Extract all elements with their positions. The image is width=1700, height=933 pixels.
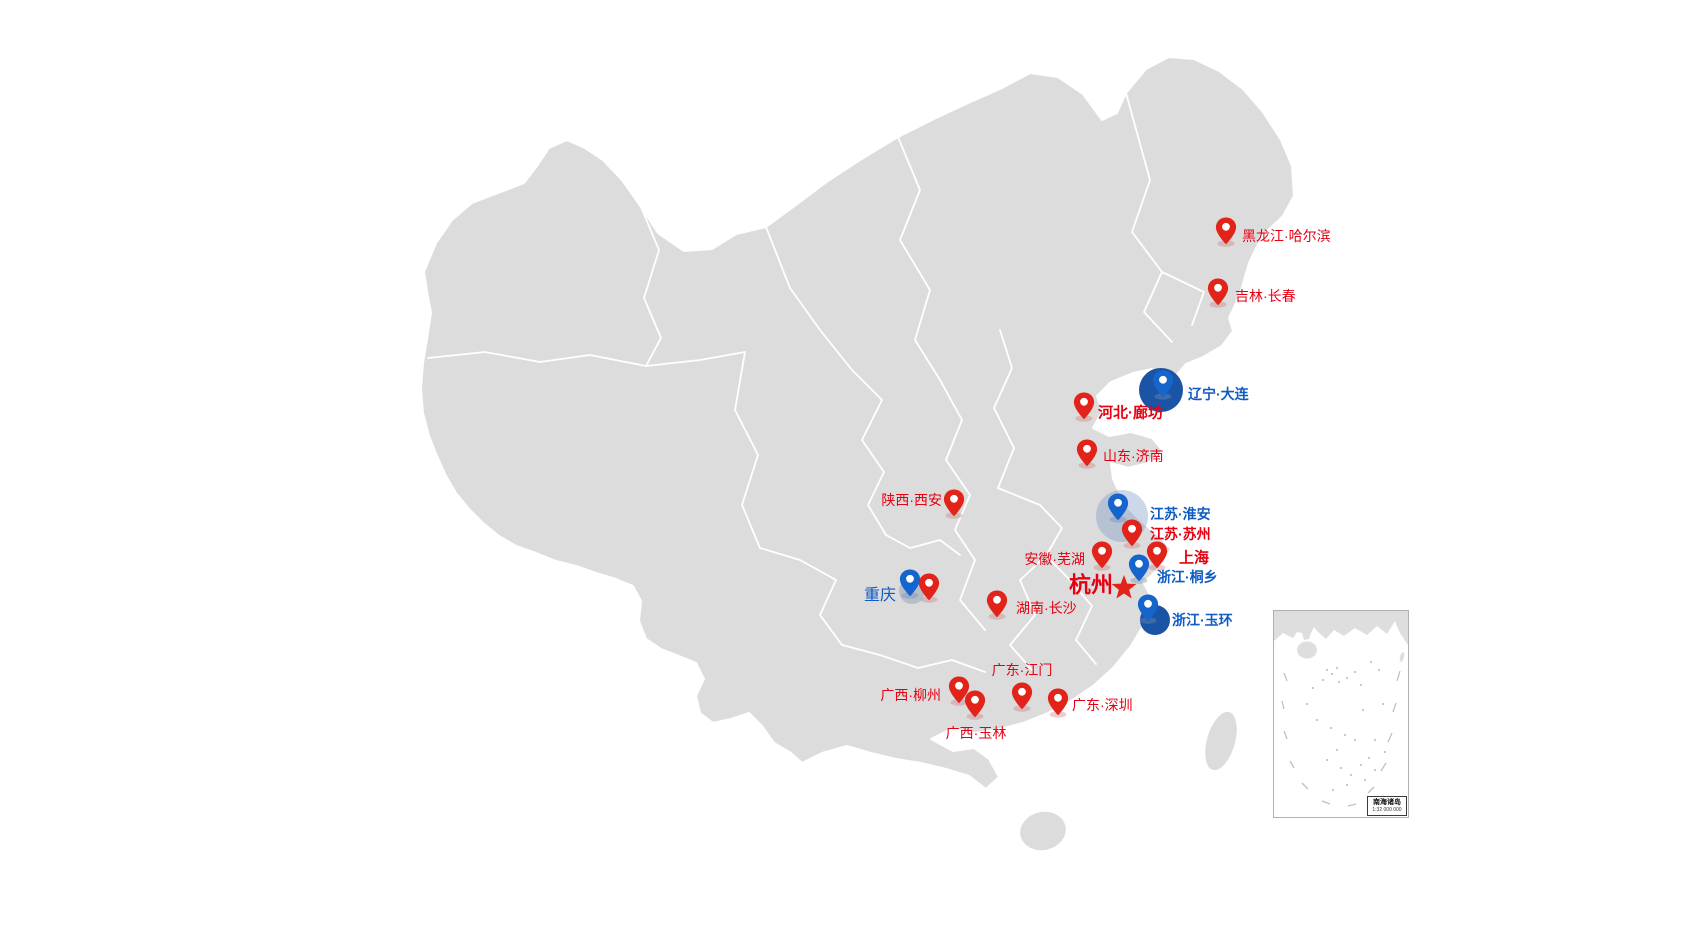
marker-guangdong-shenzhen[interactable] — [1047, 688, 1069, 718]
red-pin-icon — [918, 573, 940, 603]
marker-jiangsu-suzhou[interactable] — [1121, 519, 1143, 549]
red-pin-icon — [948, 676, 970, 706]
label-guangdong-jiangmen[interactable]: 广东·江门 — [991, 661, 1053, 678]
hainan-island — [1018, 809, 1068, 853]
red-pin-icon — [1146, 541, 1168, 571]
marker-hunan-changsha[interactable] — [986, 590, 1008, 620]
marker-hangzhou[interactable] — [1110, 574, 1138, 602]
blue-pin-icon — [1128, 554, 1150, 584]
label-heilongjiang-haerbin[interactable]: 黑龙江·哈尔滨 — [1242, 227, 1331, 244]
inset-coastline — [1274, 611, 1408, 641]
red-pin-icon — [1121, 519, 1143, 549]
label-zhejiang-yuhuan[interactable]: 浙江·玉环 — [1172, 611, 1233, 628]
inset-scale: 1:32 000 000 — [1372, 806, 1402, 813]
label-guangxi-yulin[interactable]: 广西·玉林 — [945, 724, 1007, 741]
label-jilin-changchun[interactable]: 吉林·长春 — [1235, 287, 1296, 304]
marker-heilongjiang-haerbin[interactable] — [1215, 217, 1237, 247]
marker-guangdong-jiangmen[interactable] — [1011, 682, 1033, 712]
inset-label-box: 南海诸岛 1:32 000 000 — [1367, 796, 1407, 816]
red-pin-icon — [986, 590, 1008, 620]
marker-anhui-wuhu[interactable] — [1091, 541, 1113, 571]
label-hebei-langfang[interactable]: 河北·廊坊 — [1098, 404, 1163, 422]
inset-hainan — [1297, 641, 1317, 659]
marker-jilin-changchun[interactable] — [1207, 278, 1229, 308]
mainland-shape — [420, 56, 1295, 790]
star-icon — [1111, 575, 1137, 599]
south-china-sea-inset: 南海诸岛 1:32 000 000 — [1273, 610, 1409, 818]
marker-shandong-jinan[interactable] — [1076, 439, 1098, 469]
label-zhejiang-tongxiang[interactable]: 浙江·桐乡 — [1157, 568, 1218, 585]
inset-islands — [1306, 661, 1386, 791]
taiwan-island — [1203, 709, 1239, 773]
province-borders — [427, 92, 1205, 673]
inset-dash-boundary — [1281, 670, 1401, 807]
red-pin-icon — [1207, 278, 1229, 308]
label-jiangsu-huaian[interactable]: 江苏·淮安 — [1150, 505, 1211, 522]
marker-liaoning-dalian[interactable] — [1152, 370, 1174, 400]
inset-map — [1274, 611, 1408, 807]
red-pin-icon — [1076, 439, 1098, 469]
label-chongqing[interactable]: 重庆 — [863, 586, 896, 604]
red-pin-icon — [1215, 217, 1237, 247]
red-pin-icon — [1047, 688, 1069, 718]
marker-guangxi-liuzhou[interactable] — [948, 676, 970, 706]
marker-jiangsu-huaian[interactable] — [1107, 493, 1129, 523]
label-hangzhou[interactable]: 杭州 — [1068, 572, 1113, 598]
marker-chongqing[interactable] — [899, 569, 921, 599]
label-liaoning-dalian[interactable]: 辽宁·大连 — [1188, 385, 1249, 402]
marker-chongqing-red[interactable] — [918, 573, 940, 603]
red-pin-icon — [1073, 392, 1095, 422]
label-shandong-jinan[interactable]: 山东·济南 — [1103, 447, 1164, 464]
blue-pin-icon — [1137, 594, 1159, 624]
marker-hebei-langfang[interactable] — [1073, 392, 1095, 422]
red-pin-icon — [943, 489, 965, 519]
inset-title: 南海诸岛 — [1373, 799, 1401, 806]
marker-zhejiang-tongxiang[interactable] — [1128, 554, 1150, 584]
label-anhui-wuhu[interactable]: 安徽·芜湖 — [1024, 550, 1085, 567]
blue-pin-icon — [899, 569, 921, 599]
red-pin-icon — [1011, 682, 1033, 712]
blue-pin-icon — [1107, 493, 1129, 523]
marker-shaanxi-xian[interactable] — [943, 489, 965, 519]
label-shanghai[interactable]: 上海 — [1179, 549, 1210, 567]
label-hunan-changsha[interactable]: 湖南·长沙 — [1016, 599, 1077, 616]
blue-pin-icon — [1152, 370, 1174, 400]
label-guangdong-shenzhen[interactable]: 广东·深圳 — [1072, 696, 1133, 713]
label-guangxi-liuzhou[interactable]: 广西·柳州 — [880, 686, 941, 703]
marker-shanghai[interactable] — [1146, 541, 1168, 571]
red-pin-icon — [1091, 541, 1113, 571]
marker-zhejiang-yuhuan[interactable] — [1137, 594, 1159, 624]
inset-taiwan — [1394, 611, 1408, 645]
label-jiangsu-suzhou[interactable]: 江苏·苏州 — [1150, 525, 1211, 542]
marker-guangxi-yulin[interactable] — [964, 690, 986, 720]
red-pin-icon — [964, 690, 986, 720]
label-shaanxi-xian[interactable]: 陕西·西安 — [881, 491, 942, 508]
